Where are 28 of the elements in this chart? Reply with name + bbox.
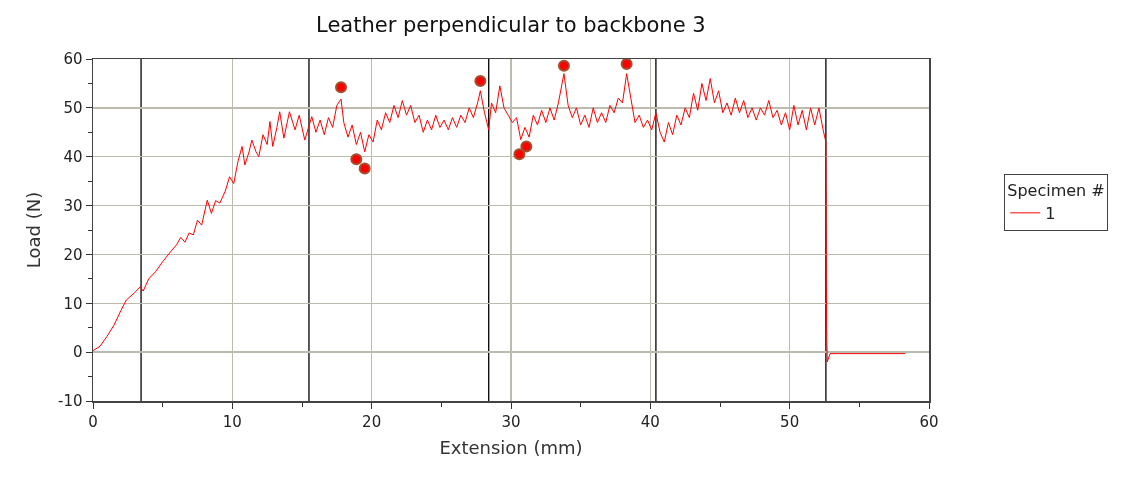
legend-title: Specimen #: [1007, 180, 1105, 200]
x-tick-label: 30: [501, 412, 521, 431]
y-tick-label: -10: [58, 392, 83, 411]
x-tick-label: 20: [362, 412, 382, 431]
point: [474, 74, 487, 87]
y-tick-label: 50: [63, 99, 83, 118]
x-tick-label: 0: [88, 412, 98, 431]
x-tick-label: 60: [919, 412, 939, 431]
x-tick-label: 10: [222, 412, 242, 431]
point: [335, 81, 348, 94]
y-tick-label: 10: [63, 294, 83, 313]
y-tick-label: 40: [63, 147, 83, 166]
y-tick-label: 0: [72, 343, 83, 362]
x-axis-title: Extension (mm): [439, 437, 583, 459]
y-tick-label: 20: [63, 245, 83, 264]
point: [520, 140, 533, 153]
x-tick-label: 40: [640, 412, 660, 431]
point: [513, 148, 526, 161]
point: [350, 153, 363, 166]
x-tick-label: 50: [780, 412, 800, 431]
y-tick-label: 60: [63, 50, 83, 69]
point: [557, 59, 570, 72]
legend-label: 1: [1045, 204, 1056, 224]
point: [620, 59, 633, 70]
y-tick-label: 30: [63, 196, 83, 215]
chart-title: Leather perpendicular to backbone 3: [316, 12, 706, 37]
y-axis-title: Load (N): [23, 191, 45, 269]
point: [358, 162, 371, 175]
